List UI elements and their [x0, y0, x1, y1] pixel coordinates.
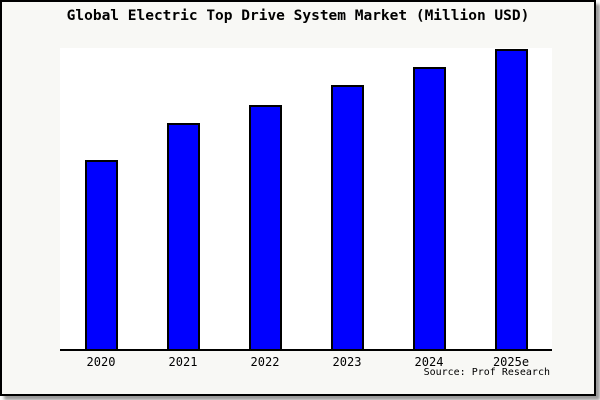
bar-2021 [166, 123, 200, 349]
bar-slot [60, 48, 142, 349]
bar-slot [224, 48, 306, 349]
bar-2023 [330, 85, 364, 349]
bar-slot [470, 48, 552, 349]
x-axis-labels: 2020 2021 2022 2023 2024 2025e [60, 355, 552, 369]
bar-2020 [84, 160, 118, 349]
x-tick-label-2023: 2023 [332, 355, 362, 369]
x-tick-label-2021: 2021 [168, 355, 198, 369]
x-tick-label-2022: 2022 [250, 355, 280, 369]
x-tick-label-2020: 2020 [86, 355, 116, 369]
x-tick-label-2024: 2024 [414, 355, 444, 369]
bar-slot [306, 48, 388, 349]
bar-2025e [494, 49, 528, 349]
bar-slot [388, 48, 470, 349]
bar-2022 [248, 105, 282, 349]
bar-2024 [412, 67, 446, 349]
chart-title: Global Electric Top Drive System Market … [66, 8, 530, 24]
plot-area [60, 48, 552, 351]
source-credit: Source: Prof Research [423, 367, 550, 378]
x-tick-label-2025e: 2025e [492, 355, 530, 369]
bar-slot [142, 48, 224, 349]
